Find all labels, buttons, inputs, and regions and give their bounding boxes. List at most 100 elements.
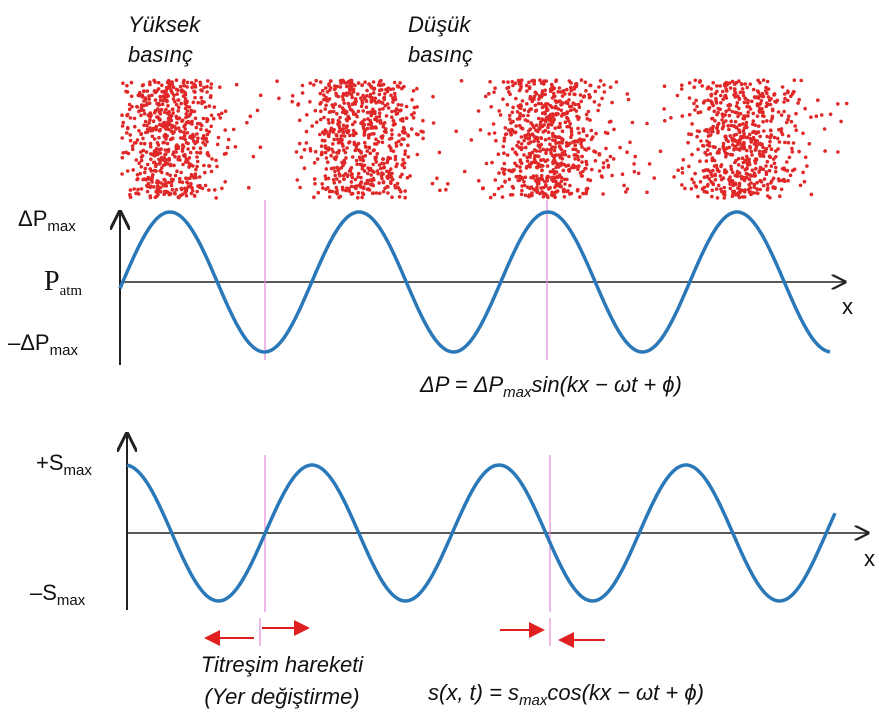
particle [560,157,565,161]
particle [563,182,567,186]
particle [731,182,736,187]
particle [534,174,539,178]
particle [751,119,756,123]
particle [335,84,340,89]
particle [370,124,374,129]
particle [155,187,160,191]
particle [141,136,145,141]
particle [724,109,728,114]
particle [374,155,379,160]
particle [803,155,808,160]
particle [533,90,538,95]
particle [187,165,191,169]
particle [134,158,139,162]
particle [308,81,313,85]
particle [180,118,185,122]
particle [528,140,533,144]
particle [559,179,564,183]
particle [737,171,742,175]
particle [560,129,565,133]
particle [132,116,137,121]
particle [161,98,166,103]
particle [741,122,745,126]
particle [739,146,743,150]
particle [362,185,366,189]
particle [539,186,543,190]
particle [340,160,344,165]
particle [716,121,721,126]
particle [737,106,741,111]
particle [192,134,196,139]
particle [129,94,134,99]
particle [184,194,189,198]
particle [501,80,506,84]
particle [177,105,181,110]
particle [546,130,551,134]
particle [734,80,739,85]
particle [746,98,750,103]
particle [502,151,506,155]
particle [275,79,279,83]
particle [374,191,379,195]
particle [351,90,356,94]
particle [333,173,338,178]
particle [139,141,143,146]
particle [140,83,145,88]
particle [593,159,598,163]
particle [344,156,348,160]
particle [597,152,601,157]
particle [255,108,260,113]
particle [187,156,192,160]
particle [768,102,773,107]
particle [755,187,759,191]
particle [144,178,148,182]
particle [369,173,373,177]
particle [526,129,531,133]
particle [713,145,717,150]
particle [572,87,576,91]
particle [728,186,733,191]
particle [551,131,555,136]
particle [369,84,373,89]
particle [556,162,561,166]
particle [769,119,773,123]
particle [142,123,146,127]
particle [195,155,199,159]
particle [753,174,758,178]
particle [258,93,263,98]
particle [176,116,181,121]
particle [334,133,339,137]
particle [462,169,467,174]
particle [543,92,547,97]
particle [516,140,521,144]
dp-min-label: –ΔPmax [8,330,78,359]
particle [147,97,151,101]
particle [341,78,345,83]
particle [551,194,556,198]
particle [564,164,568,168]
particle [722,196,727,200]
particle [186,184,191,189]
particle [362,169,367,173]
particle [430,181,435,186]
particle [573,92,577,97]
particle [173,155,177,159]
particle [508,193,513,197]
particle [792,78,797,82]
particle [501,97,505,101]
particle [622,183,626,188]
particle [742,131,746,136]
particle [523,175,528,179]
particle [188,176,192,180]
particle [402,127,407,131]
particle [566,101,570,106]
particle [786,117,790,122]
particle [508,92,512,97]
particle [624,190,628,194]
particle [652,176,656,180]
particle [606,165,610,169]
particle [777,178,781,183]
particle [744,135,748,140]
particle [183,127,187,131]
particle [566,119,571,123]
